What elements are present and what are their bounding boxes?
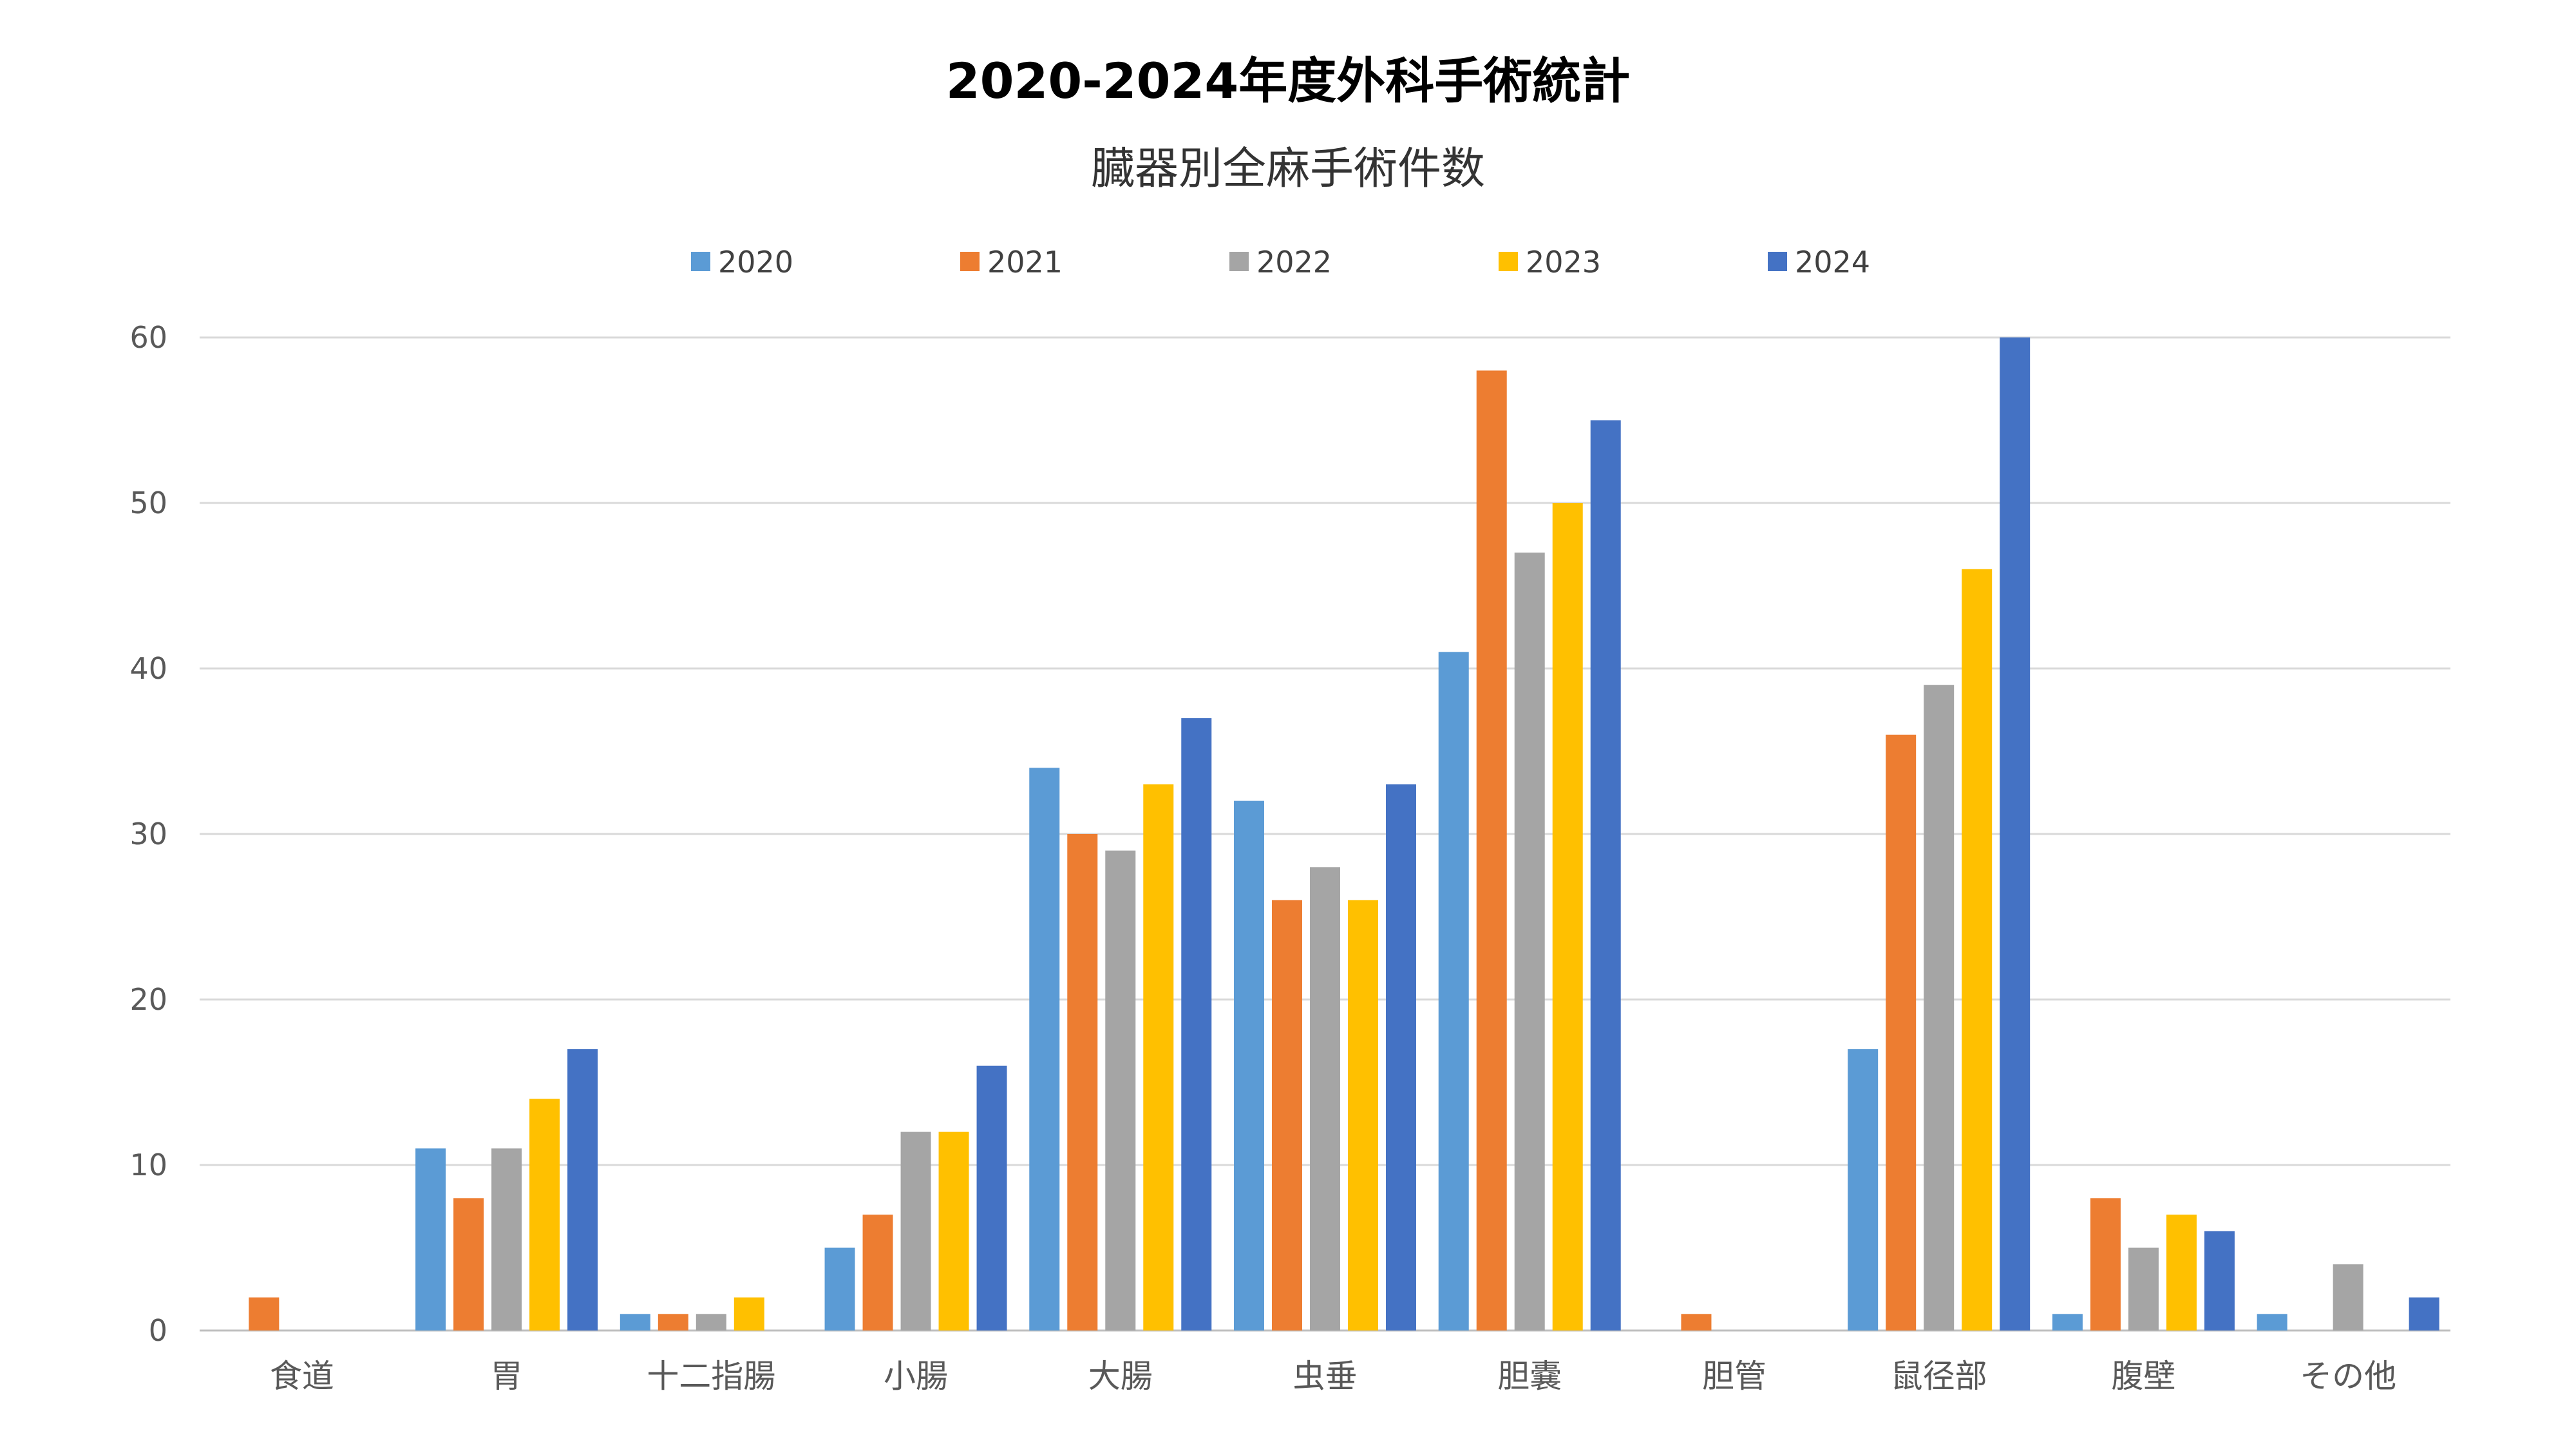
- bar-2021-十二指腸: [658, 1314, 688, 1331]
- bar-2020-小腸: [824, 1247, 855, 1331]
- bar-2021-胃: [453, 1198, 484, 1331]
- bar-2022-虫垂: [1310, 867, 1340, 1331]
- bar-2022-胆嚢: [1514, 553, 1545, 1331]
- y-tick-label: 20: [129, 982, 167, 1017]
- bar-2021-小腸: [862, 1215, 893, 1331]
- bar-2023-胃: [529, 1099, 560, 1331]
- bar-2020-その他: [2257, 1314, 2287, 1331]
- y-tick-label: 0: [149, 1313, 167, 1348]
- bar-2020-腹壁: [2052, 1314, 2083, 1331]
- x-category-label: 食道: [270, 1358, 334, 1395]
- bar-2024-胆嚢: [1590, 420, 1621, 1331]
- y-tick-label: 50: [129, 486, 167, 520]
- x-category-label: 胃: [491, 1358, 523, 1395]
- bar-2022-十二指腸: [696, 1314, 726, 1331]
- x-category-label: 胆嚢: [1497, 1358, 1562, 1395]
- bar-2020-大腸: [1029, 768, 1060, 1331]
- bar-2020-虫垂: [1234, 800, 1264, 1331]
- y-tick-label: 40: [129, 651, 167, 686]
- bar-2021-大腸: [1067, 834, 1098, 1331]
- bar-2024-腹壁: [2204, 1231, 2235, 1331]
- y-tick-label: 10: [129, 1148, 167, 1182]
- legend-swatch-2024: [1768, 252, 1787, 271]
- bar-2020-胃: [415, 1148, 446, 1331]
- bar-2021-胆嚢: [1476, 370, 1507, 1331]
- chart-legend: 2020 2021 2022 2023 2024: [691, 245, 1870, 279]
- legend-label: 2024: [1795, 245, 1870, 279]
- x-axis-categories: 食道 胃 十二指腸 小腸 大腸 虫垂 胆嚢 胆管 鼠径部 腹壁 その他: [270, 1358, 2396, 1395]
- bar-2021-食道: [249, 1297, 279, 1331]
- x-category-label: 胆管: [1702, 1358, 1766, 1395]
- bar-2020-十二指腸: [620, 1314, 650, 1331]
- bar-2023-大腸: [1143, 784, 1174, 1331]
- bar-2024-小腸: [976, 1065, 1007, 1331]
- bar-2023-腹壁: [2166, 1215, 2197, 1331]
- bar-2022-鼠径部: [1924, 685, 1955, 1331]
- legend-swatch-2023: [1499, 252, 1518, 271]
- bar-2024-鼠径部: [2000, 337, 2031, 1331]
- x-category-label: 鼠径部: [1891, 1358, 1987, 1395]
- legend-label: 2022: [1256, 245, 1332, 279]
- bar-2024-大腸: [1181, 718, 1212, 1331]
- chart-title: 2020-2024年度外科手術統計: [946, 52, 1631, 109]
- legend-swatch-2020: [691, 252, 710, 271]
- x-category-label: 小腸: [884, 1358, 948, 1395]
- bar-2022-大腸: [1105, 850, 1136, 1331]
- bar-2023-鼠径部: [1962, 569, 1993, 1331]
- bar-2021-鼠径部: [1886, 734, 1917, 1331]
- bar-2023-胆嚢: [1552, 503, 1583, 1331]
- bar-2023-小腸: [938, 1132, 969, 1331]
- legend-swatch-2022: [1229, 252, 1249, 271]
- x-category-label: その他: [2300, 1358, 2396, 1395]
- bar-2022-腹壁: [2128, 1247, 2159, 1331]
- legend-label: 2021: [987, 245, 1063, 279]
- x-category-label: 大腸: [1088, 1358, 1153, 1395]
- bar-2022-その他: [2333, 1264, 2363, 1331]
- bar-2021-虫垂: [1272, 900, 1302, 1331]
- bar-2023-十二指腸: [734, 1297, 764, 1331]
- legend-swatch-2021: [960, 252, 980, 271]
- bar-2024-虫垂: [1386, 784, 1416, 1331]
- bar-2020-胆嚢: [1438, 652, 1469, 1331]
- y-tick-label: 60: [129, 320, 167, 355]
- bar-2024-その他: [2409, 1297, 2439, 1331]
- y-axis-ticks: 0 10 20 30 40 50 60: [129, 320, 167, 1348]
- legend-label: 2023: [1526, 245, 1601, 279]
- bar-2023-虫垂: [1348, 900, 1378, 1331]
- legend-label: 2020: [718, 245, 793, 279]
- chart-subtitle: 臓器別全麻手術件数: [1091, 144, 1485, 194]
- x-category-label: 虫垂: [1293, 1358, 1358, 1395]
- bar-2021-腹壁: [2090, 1198, 2121, 1331]
- bar-2024-胃: [567, 1049, 598, 1331]
- x-category-label: 腹壁: [2111, 1358, 2175, 1395]
- bar-2022-胃: [491, 1148, 522, 1331]
- bar-2022-小腸: [900, 1132, 931, 1331]
- bars-area: [249, 337, 2439, 1331]
- bar-2021-胆管: [1681, 1314, 1712, 1331]
- x-category-label: 十二指腸: [647, 1358, 775, 1395]
- y-tick-label: 30: [129, 817, 167, 851]
- bar-2020-鼠径部: [1848, 1049, 1879, 1331]
